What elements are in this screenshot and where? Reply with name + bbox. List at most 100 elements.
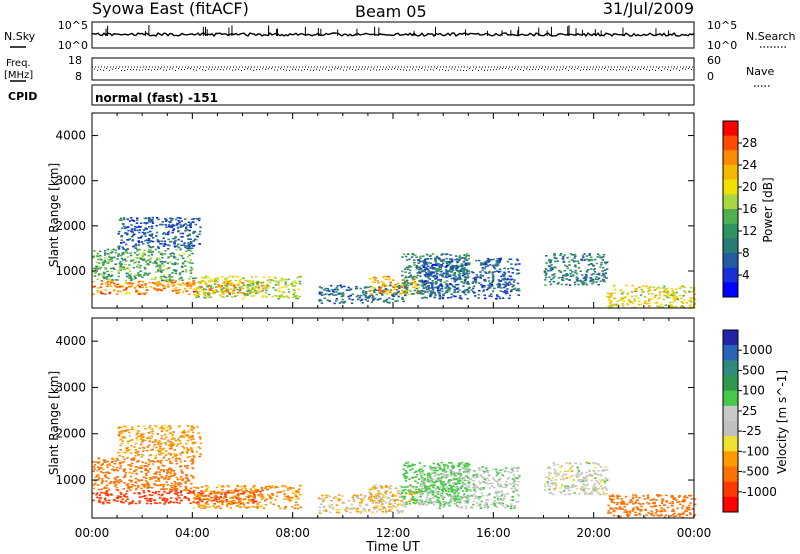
- echo-cell: [125, 272, 128, 275]
- echo-cell: [291, 487, 295, 489]
- echo-cell: [171, 441, 174, 444]
- echo-cell: [397, 492, 400, 495]
- echo-cell: [253, 500, 256, 503]
- echo-cell: [128, 238, 131, 240]
- echo-cell: [462, 268, 465, 271]
- echo-cell: [104, 252, 107, 254]
- echo-cell: [653, 296, 656, 298]
- echo-cell: [137, 244, 140, 246]
- echo-cell: [579, 270, 582, 272]
- echo-cell: [134, 244, 138, 247]
- echo-cell: [169, 472, 172, 475]
- echo-cell: [403, 282, 407, 284]
- echo-cell: [267, 493, 270, 496]
- echo-cell: [459, 297, 462, 299]
- echo-cell: [563, 269, 566, 272]
- echo-cell: [170, 226, 173, 228]
- echo-cell: [135, 256, 138, 259]
- nave-dot: [184, 68, 185, 70]
- echo-cell: [455, 483, 459, 485]
- echo-cell: [108, 502, 111, 504]
- echo-cell: [160, 459, 163, 462]
- echo-cell: [466, 465, 470, 467]
- echo-cell: [375, 495, 378, 497]
- echo-cell: [498, 268, 502, 270]
- echo-cell: [159, 469, 163, 471]
- echo-cell: [401, 510, 405, 512]
- echo-cell: [178, 452, 182, 455]
- echo-cell: [425, 296, 428, 299]
- echo-cell: [478, 503, 482, 506]
- echo-cell: [174, 235, 177, 238]
- echo-cell: [163, 438, 166, 440]
- echo-cell: [462, 269, 466, 272]
- echo-cell: [395, 293, 398, 296]
- echo-cell: [374, 297, 377, 300]
- echo-cell: [101, 282, 104, 285]
- echo-cell: [568, 279, 571, 281]
- echo-cell: [453, 274, 456, 276]
- echo-cell: [170, 282, 174, 285]
- echo-cell: [513, 279, 516, 281]
- echo-cell: [185, 452, 189, 454]
- echo-cell: [197, 501, 200, 503]
- echo-cell: [124, 282, 128, 284]
- echo-cell: [177, 291, 181, 294]
- echo-cell: [372, 506, 376, 509]
- echo-cell: [200, 280, 203, 283]
- echo-cell: [447, 297, 450, 299]
- echo-cell: [481, 469, 485, 472]
- echo-cell: [442, 293, 445, 296]
- echo-cell: [130, 445, 133, 447]
- echo-cell: [693, 293, 697, 295]
- nave-dot: [370, 69, 371, 71]
- echo-cell: [192, 443, 195, 445]
- echo-cell: [622, 291, 625, 294]
- echo-cell: [280, 277, 284, 280]
- echo-cell: [482, 488, 485, 491]
- echo-cell: [184, 485, 188, 488]
- echo-cell: [385, 486, 388, 489]
- echo-cell: [248, 280, 251, 283]
- echo-cell: [424, 266, 428, 269]
- echo-cell: [164, 224, 167, 226]
- echo-cell: [212, 505, 215, 507]
- echo-cell: [437, 491, 440, 493]
- echo-cell: [238, 289, 242, 292]
- echo-cell: [164, 276, 168, 279]
- echo-cell: [506, 288, 509, 290]
- echo-cell: [575, 272, 579, 275]
- echo-cell: [185, 245, 188, 247]
- echo-cell: [148, 461, 151, 463]
- echo-cell: [206, 487, 210, 489]
- echo-cell: [556, 283, 559, 285]
- echo-cell: [186, 478, 190, 480]
- echo-cell: [377, 505, 380, 507]
- echo-cell: [133, 233, 136, 235]
- echo-cell: [411, 463, 414, 466]
- echo-cell: [560, 283, 563, 286]
- echo-cell: [141, 461, 144, 463]
- echo-cell: [292, 292, 295, 294]
- echo-cell: [191, 218, 194, 220]
- echo-cell: [389, 289, 393, 291]
- echo-cell: [172, 255, 176, 258]
- echo-cell: [167, 281, 171, 283]
- echo-cell: [457, 487, 460, 489]
- echo-cell: [459, 487, 463, 489]
- echo-cell: [192, 460, 195, 462]
- echo-cell: [487, 260, 491, 263]
- echo-cell: [693, 306, 696, 309]
- echo-cell: [191, 436, 194, 439]
- echo-cell: [136, 217, 139, 219]
- echo-cell: [339, 284, 342, 287]
- echo-cell: [549, 268, 553, 271]
- echo-cell: [675, 296, 678, 299]
- echo-cell: [332, 291, 336, 294]
- nave-label: Nave: [746, 65, 774, 78]
- echo-cell: [406, 290, 409, 292]
- echo-cell: [400, 284, 403, 287]
- echo-cell: [449, 262, 452, 265]
- echo-cell: [116, 500, 119, 502]
- echo-cell: [181, 430, 184, 433]
